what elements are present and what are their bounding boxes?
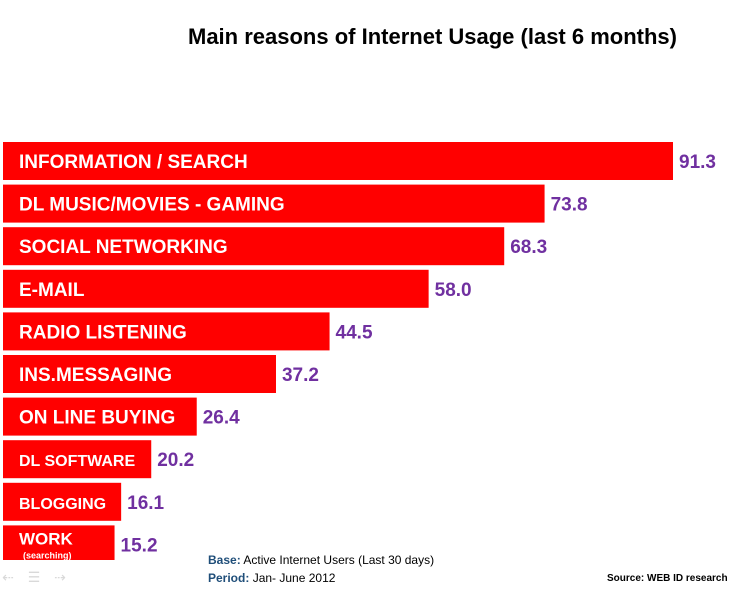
bar xyxy=(3,184,545,223)
slide-nav: ⇠ ☰ ⇢ xyxy=(0,570,68,584)
bar xyxy=(3,440,152,479)
bar xyxy=(3,397,197,436)
bar-value-label: 58.0 xyxy=(435,280,472,301)
bar-value-label: 44.5 xyxy=(336,322,373,343)
bar-category-label: ON LINE BUYING xyxy=(19,408,175,429)
bar-value-label: 68.3 xyxy=(510,237,547,258)
bar xyxy=(3,482,122,521)
slide-menu-icon[interactable]: ☰ xyxy=(27,569,41,585)
previous-arrow-icon[interactable]: ⇠ xyxy=(2,569,14,585)
bar-category-label: INS.MESSAGING xyxy=(19,365,172,386)
bar xyxy=(3,142,673,180)
bar xyxy=(3,227,505,266)
base-label: Base: xyxy=(208,553,241,567)
bar-category-label: RADIO LISTENING xyxy=(19,322,187,343)
bar-category-label: SOCIAL NETWORKING xyxy=(19,237,228,258)
bar-value-label: 26.4 xyxy=(203,408,240,429)
footnote-period: Period: Jan- June 2012 xyxy=(208,571,335,585)
period-text: Jan- June 2012 xyxy=(252,571,336,585)
bar-category-label: DL SOFTWARE xyxy=(19,453,135,470)
bar-category-label: WORK xyxy=(19,529,74,548)
bar xyxy=(3,525,115,560)
next-arrow-icon[interactable]: ⇢ xyxy=(54,569,66,585)
bar-value-label: 16.1 xyxy=(127,493,164,514)
period-label: Period: xyxy=(208,571,250,585)
bar-value-label: 15.2 xyxy=(121,535,158,556)
bar-value-label: 91.3 xyxy=(679,152,716,173)
footnote-base: Base: Active Internet Users (Last 30 day… xyxy=(208,553,434,567)
bar-category-sublabel: (searching) xyxy=(23,550,72,560)
source-note: Source: WEB ID research xyxy=(607,573,728,584)
bar xyxy=(3,312,330,351)
bar-category-label: DL MUSIC/MOVIES - GAMING xyxy=(19,195,285,216)
bar-category-label: E-MAIL xyxy=(19,280,85,301)
bar-value-label: 73.8 xyxy=(551,195,588,216)
chart-title: Main reasons of Internet Usage (last 6 m… xyxy=(188,24,677,49)
bar-value-label: 20.2 xyxy=(157,450,194,471)
bar-category-label: INFORMATION / SEARCH xyxy=(19,152,248,173)
bar-chart: INFORMATION / SEARCH 91.3 DL MUSIC/MOVIES … xyxy=(3,142,716,560)
bar xyxy=(3,355,276,393)
bar xyxy=(3,269,429,308)
bar-value-label: 37.2 xyxy=(282,365,319,386)
base-text: Active Internet Users (Last 30 days) xyxy=(243,553,435,567)
bar-category-label: BLOGGING xyxy=(19,496,106,513)
